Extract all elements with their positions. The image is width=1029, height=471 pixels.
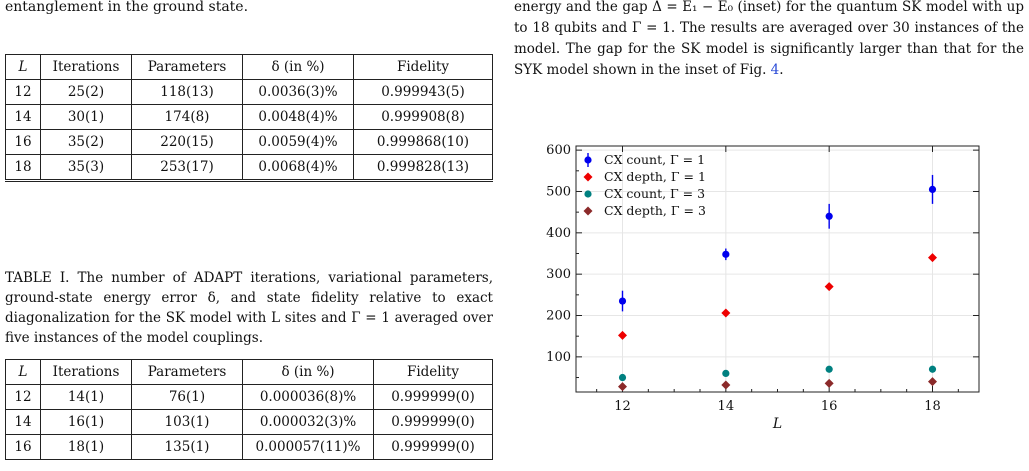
table-cell: 0.999868(10) — [353, 129, 493, 155]
table-cell: 16(1) — [40, 409, 132, 435]
figure-reference-link[interactable]: 4 — [770, 62, 780, 78]
y-tick-label: 300 — [546, 267, 571, 282]
col-header-delta: δ (in %) — [242, 54, 354, 80]
table-row: 14 16(1) 103(1) 0.000032(3)% 0.999999(0) — [5, 409, 493, 435]
col-header-fidelity: Fidelity — [353, 54, 493, 80]
table-2: L Iterations Parameters δ (in %) Fidelit… — [5, 359, 493, 460]
table-cell: 25(2) — [40, 79, 132, 105]
y-tick-label: 200 — [546, 309, 571, 324]
table-cell: 14 — [5, 409, 41, 435]
table-cell: 0.999999(0) — [373, 384, 493, 410]
data-point — [722, 369, 730, 377]
chart-svg: 12 14 16 18 100 200 300 400 500 600 L CX count, Γ =… — [546, 143, 980, 432]
data-point — [618, 297, 627, 305]
table-cell: 76(1) — [131, 384, 243, 410]
data-point — [928, 185, 937, 194]
table-cell: 220(15) — [131, 129, 243, 155]
y-tick-label: 400 — [546, 226, 571, 241]
table-cell: 0.999828(13) — [353, 154, 493, 181]
col-header-parameters: Parameters — [131, 54, 243, 80]
data-point — [825, 365, 833, 373]
legend-label: CX depth, Γ = 1 — [604, 169, 706, 184]
table-row: 14 30(1) 174(8) 0.0048(4)% 0.999908(8) — [5, 104, 493, 130]
col-header-l: L — [5, 54, 41, 80]
table-cell: 12 — [5, 384, 41, 410]
table-cell: 14(1) — [40, 384, 132, 410]
data-point — [618, 330, 627, 340]
legend-label: CX depth, Γ = 3 — [604, 203, 706, 218]
paragraph-text: energy and the gap Δ = E₁ − E₀ (inset) f… — [514, 0, 1024, 78]
table-cell: 12 — [5, 79, 41, 105]
x-tick-label: 16 — [821, 399, 838, 414]
data-point — [722, 250, 730, 258]
table-cell: 0.999999(0) — [373, 434, 493, 460]
table-cell: 0.000032(3)% — [242, 409, 374, 435]
table-header-row: L Iterations Parameters δ (in %) Fidelit… — [5, 54, 493, 80]
table-cell: 30(1) — [40, 104, 132, 130]
data-point — [824, 378, 834, 388]
table-row: 12 14(1) 76(1) 0.000036(8)% 0.999999(0) — [5, 384, 493, 410]
data-point — [721, 380, 731, 390]
table-row: 16 18(1) 135(1) 0.000057(11)% 0.999999(0… — [5, 434, 493, 460]
table-cell: 103(1) — [131, 409, 243, 435]
table-cell: 0.0036(3)% — [242, 79, 354, 105]
table-cell: 14 — [5, 104, 41, 130]
col-header-parameters: Parameters — [131, 359, 243, 385]
data-point — [825, 212, 833, 220]
table-cell: 0.000036(8)% — [242, 384, 374, 410]
chart: 12 14 16 18 100 200 300 400 500 600 L CX count, Γ =… — [514, 130, 1029, 467]
data-point — [618, 373, 627, 382]
legend-marker — [584, 156, 592, 164]
legend-label: CX count, Γ = 3 — [604, 186, 705, 201]
col-header-iterations: Iterations — [40, 54, 132, 80]
legend-label: CX count, Γ = 1 — [604, 152, 705, 167]
paragraph-text-end: . — [779, 62, 784, 78]
table-cell: 18 — [5, 154, 41, 181]
table-row: 18 35(3) 253(17) 0.0068(4)% 0.999828(13) — [5, 154, 493, 181]
legend-marker — [583, 206, 593, 216]
x-tick-label: 14 — [718, 399, 735, 414]
table-row: 16 35(2) 220(15) 0.0059(4)% 0.999868(10) — [5, 129, 493, 155]
data-point — [721, 308, 731, 318]
x-tick-label: 18 — [924, 399, 941, 414]
x-tick-label: 12 — [614, 399, 631, 414]
data-point — [928, 365, 937, 373]
table-cell: 0.999943(5) — [353, 79, 493, 105]
col-header-l: L — [5, 359, 41, 385]
text-fragment: entanglement in the ground state. — [5, 0, 249, 15]
x-axis-label: L — [772, 416, 782, 432]
table-caption: TABLE I. The number of ADAPT iterations,… — [5, 270, 493, 346]
table-cell: 0.0048(4)% — [242, 104, 354, 130]
legend-marker — [583, 172, 593, 182]
col-header-iterations: Iterations — [40, 359, 132, 385]
table-cell: 16 — [5, 434, 41, 460]
data-point — [824, 282, 834, 292]
y-tick-label: 600 — [546, 143, 571, 158]
table-cell: 35(2) — [40, 129, 132, 155]
col-header-delta: δ (in %) — [242, 359, 374, 385]
table-cell: 35(3) — [40, 154, 132, 181]
y-tick-label: 100 — [546, 350, 571, 365]
table-row: 12 25(2) 118(13) 0.0036(3)% 0.999943(5) — [5, 79, 493, 105]
table-header-row: L Iterations Parameters δ (in %) Fidelit… — [5, 359, 493, 385]
legend-marker — [584, 190, 592, 198]
table-cell: 0.000057(11)% — [242, 434, 374, 460]
table-cell: 18(1) — [40, 434, 132, 460]
table-cell: 0.0059(4)% — [242, 129, 354, 155]
table-1: L Iterations Parameters δ (in %) Fidelit… — [5, 54, 493, 182]
data-point — [618, 382, 627, 392]
table-cell: 0.999999(0) — [373, 409, 493, 435]
table-cell: 0.999908(8) — [353, 104, 493, 130]
table-cell: 135(1) — [131, 434, 243, 460]
table-cell: 253(17) — [131, 154, 243, 181]
table-cell: 118(13) — [131, 79, 243, 105]
data-point — [928, 253, 937, 263]
col-header-fidelity: Fidelity — [373, 359, 493, 385]
table-cell: 0.0068(4)% — [242, 154, 354, 181]
data-point — [928, 377, 937, 387]
table-cell: 174(8) — [131, 104, 243, 130]
y-tick-label: 500 — [546, 184, 571, 199]
body-paragraph: energy and the gap Δ = E₁ − E₀ (inset) f… — [514, 0, 1024, 81]
table-cell: 16 — [5, 129, 41, 155]
